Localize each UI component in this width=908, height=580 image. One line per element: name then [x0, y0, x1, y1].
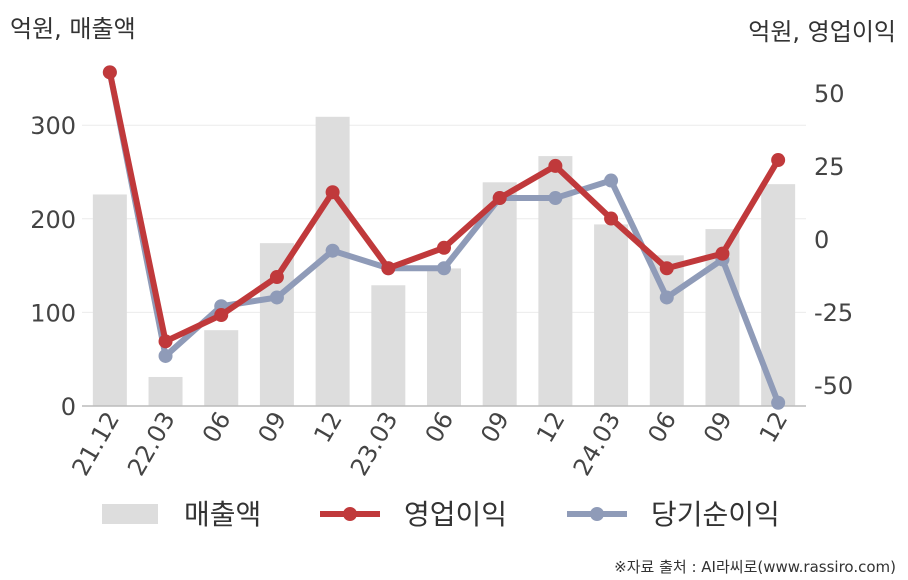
data-point [604, 211, 619, 226]
x-tick-label: 23.03 [345, 407, 404, 481]
bar [204, 330, 239, 406]
x-tick-label: 06 [420, 407, 460, 447]
x-tick-label: 12 [531, 407, 571, 447]
bar [427, 268, 461, 406]
right-tick-label: 0 [814, 226, 829, 254]
data-point [269, 270, 284, 285]
source-note: ※자료 출처 : AI라씨로(www.rassiro.com) [614, 558, 896, 576]
left-tick-label: 0 [61, 393, 76, 421]
data-point [659, 290, 674, 305]
x-tick-label: 09 [475, 407, 515, 447]
data-point [437, 261, 451, 276]
legend: 매출액 영업이익 당기순이익 [102, 498, 780, 531]
data-point [158, 348, 173, 363]
left-tick-label: 200 [30, 206, 76, 234]
right-tick-label: -50 [814, 372, 853, 400]
right-axis-ticks: -50 -25 0 25 50 [814, 80, 853, 400]
bar [148, 376, 183, 406]
data-point [158, 334, 173, 349]
left-axis-ticks: 0 100 200 300 [30, 112, 76, 421]
left-tick-label: 100 [30, 299, 76, 327]
x-tick-label: 09 [253, 407, 293, 447]
right-tick-label: 25 [814, 153, 845, 181]
left-tick-label: 300 [30, 112, 76, 140]
data-point [659, 261, 674, 276]
left-axis-title: 억원, 매출액 [10, 15, 136, 43]
data-point [771, 395, 786, 410]
legend-marker-net [590, 507, 604, 521]
data-point [437, 240, 451, 255]
x-tick-label: 06 [197, 407, 237, 447]
data-point [604, 173, 619, 188]
data-point [715, 246, 730, 261]
bar [259, 243, 294, 406]
data-point [102, 65, 117, 80]
legend-swatch-sales [102, 504, 158, 524]
x-tick-label: 06 [642, 407, 682, 447]
bar [92, 194, 127, 406]
right-axis-title: 억원, 영업이익 [748, 18, 896, 46]
x-tick-label: 22.03 [122, 407, 181, 481]
line-series [102, 65, 786, 410]
legend-marker-operating [343, 507, 357, 521]
data-point [214, 308, 229, 323]
data-point [325, 243, 340, 258]
data-point [492, 191, 507, 206]
data-point [269, 290, 284, 305]
x-tick-label: 24.03 [568, 407, 627, 481]
legend-label-operating: 영업이익 [404, 498, 507, 531]
data-point [381, 261, 396, 276]
data-point [325, 185, 340, 200]
x-tick-label: 09 [698, 407, 738, 447]
right-tick-label: -25 [814, 299, 853, 327]
bar [594, 224, 629, 406]
data-point [548, 191, 563, 206]
right-tick-label: 50 [814, 80, 845, 108]
legend-label-net: 당기순이익 [651, 498, 780, 531]
legend-label-sales: 매출액 [184, 498, 261, 531]
bar [482, 182, 517, 406]
x-tick-label: 12 [308, 407, 348, 447]
bar [371, 285, 406, 406]
x-tick-label: 12 [754, 407, 794, 447]
bar-series [92, 116, 796, 406]
data-point [771, 153, 786, 168]
data-point [548, 158, 563, 173]
